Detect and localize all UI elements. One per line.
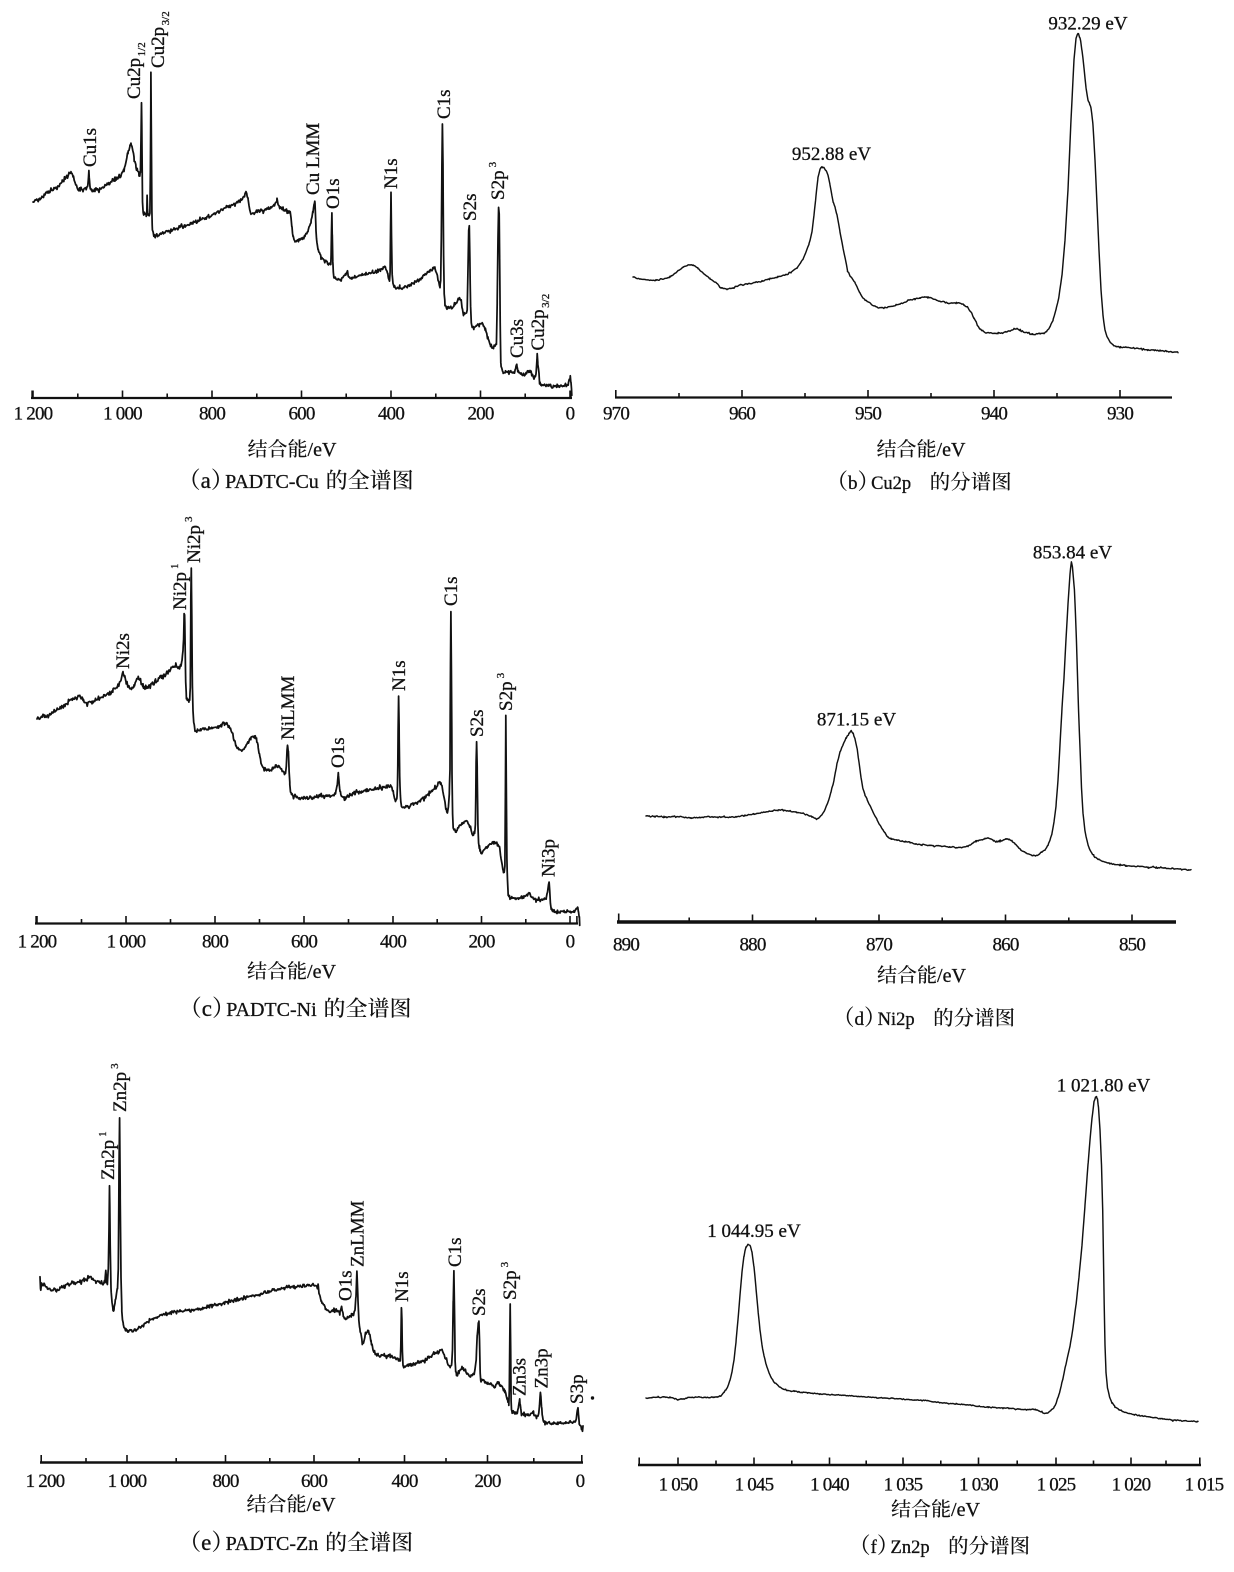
svg-text:930: 930 — [1107, 404, 1133, 425]
svg-text:/eV: /eV — [937, 965, 966, 987]
svg-text:b: b — [848, 473, 858, 494]
svg-text:O1s: O1s — [323, 178, 344, 209]
svg-text:Ni3p: Ni3p — [539, 839, 560, 877]
svg-text:Ni2s: Ni2s — [113, 633, 134, 669]
svg-text:1 200: 1 200 — [18, 932, 57, 953]
svg-text:0: 0 — [566, 932, 575, 953]
svg-text:600: 600 — [291, 932, 317, 953]
svg-text:PADTC-Ni: PADTC-Ni — [226, 999, 317, 1021]
svg-text:800: 800 — [199, 404, 225, 425]
svg-text:S3p: S3p — [567, 1374, 588, 1404]
svg-text:1 020: 1 020 — [1112, 1475, 1151, 1496]
svg-text:c: c — [202, 996, 212, 1021]
svg-text:Ni2p1: Ni2p1 — [169, 564, 191, 611]
svg-text:PADTC-Zn: PADTC-Zn — [226, 1533, 319, 1555]
svg-text:850: 850 — [1119, 935, 1145, 956]
svg-text:a: a — [201, 468, 211, 493]
svg-text:/eV: /eV — [937, 439, 966, 461]
svg-text:400: 400 — [391, 1471, 417, 1492]
svg-text:/eV: /eV — [308, 439, 337, 461]
svg-text:/eV: /eV — [951, 1499, 980, 1521]
svg-text:Cu2p: Cu2p — [871, 474, 911, 494]
svg-text:C1s: C1s — [441, 576, 462, 606]
svg-text:S2p3: S2p3 — [495, 672, 517, 711]
svg-text:S2s: S2s — [467, 710, 488, 737]
svg-text:S2s: S2s — [460, 194, 481, 221]
svg-text:PADTC-Cu: PADTC-Cu — [225, 471, 319, 493]
svg-text:400: 400 — [378, 404, 404, 425]
svg-text:O1s: O1s — [328, 737, 349, 768]
svg-text:Zn2p: Zn2p — [891, 1538, 930, 1558]
svg-text:1 015: 1 015 — [1185, 1475, 1224, 1496]
svg-text:0: 0 — [566, 404, 575, 425]
svg-text:f: f — [871, 1537, 878, 1558]
svg-text:940: 940 — [981, 404, 1007, 425]
svg-text:1 030: 1 030 — [959, 1475, 998, 1496]
svg-text:/eV: /eV — [307, 1494, 336, 1516]
svg-text:S2p3: S2p3 — [499, 1261, 521, 1300]
svg-text:ZnLMM: ZnLMM — [348, 1200, 369, 1267]
svg-text:Ni2p: Ni2p — [878, 1010, 915, 1030]
svg-text:Ni2p3: Ni2p3 — [183, 516, 205, 563]
svg-text:S2s: S2s — [469, 1289, 490, 1316]
svg-text:871.15 eV: 871.15 eV — [817, 710, 896, 731]
svg-text:1 050: 1 050 — [659, 1475, 698, 1496]
svg-text:870: 870 — [866, 935, 892, 956]
svg-text:C1s: C1s — [445, 1237, 466, 1267]
svg-text:/eV: /eV — [307, 961, 336, 983]
svg-text:1 021.80 eV: 1 021.80 eV — [1057, 1076, 1151, 1097]
svg-text:880: 880 — [739, 935, 765, 956]
svg-text:Zn3s: Zn3s — [510, 1358, 531, 1396]
svg-text:853.84 eV: 853.84 eV — [1033, 543, 1112, 564]
svg-text:200: 200 — [474, 1471, 500, 1492]
svg-text:Cu LMM: Cu LMM — [303, 123, 324, 195]
svg-text:O1s: O1s — [336, 1270, 357, 1301]
svg-text:890: 890 — [613, 935, 639, 956]
svg-text:e: e — [201, 1530, 211, 1555]
svg-text:N1s: N1s — [389, 660, 410, 691]
svg-text:Cu3s: Cu3s — [507, 319, 528, 358]
svg-text:1 040: 1 040 — [810, 1475, 849, 1496]
svg-text:200: 200 — [467, 404, 493, 425]
svg-text:0: 0 — [576, 1471, 585, 1492]
svg-text:N1s: N1s — [381, 158, 402, 189]
svg-text:1 045: 1 045 — [735, 1475, 774, 1496]
svg-text:952.88 eV: 952.88 eV — [792, 144, 871, 165]
svg-text:1 044.95 eV: 1 044.95 eV — [707, 1221, 801, 1242]
svg-text:S2p3: S2p3 — [487, 161, 509, 200]
svg-text:800: 800 — [212, 1471, 238, 1492]
svg-text:860: 860 — [992, 935, 1018, 956]
svg-text:400: 400 — [380, 932, 406, 953]
svg-text:C1s: C1s — [434, 89, 455, 119]
svg-text:800: 800 — [202, 932, 228, 953]
svg-text:932.29 eV: 932.29 eV — [1048, 14, 1127, 35]
svg-text:Zn2p1: Zn2p1 — [97, 1131, 119, 1180]
svg-text:960: 960 — [729, 404, 755, 425]
svg-text:1 000: 1 000 — [103, 404, 142, 425]
svg-text:d: d — [855, 1009, 865, 1030]
svg-text:600: 600 — [288, 404, 314, 425]
svg-text:Cu1s: Cu1s — [80, 128, 101, 167]
svg-text:1 000: 1 000 — [108, 1471, 147, 1492]
svg-text:600: 600 — [301, 1471, 327, 1492]
svg-text:1 035: 1 035 — [884, 1475, 923, 1496]
svg-text:1 200: 1 200 — [26, 1471, 65, 1492]
svg-text:N1s: N1s — [392, 1271, 413, 1302]
svg-text:970: 970 — [603, 404, 629, 425]
svg-text:Zn3p: Zn3p — [532, 1348, 553, 1388]
svg-text:Zn2p3: Zn2p3 — [109, 1063, 131, 1112]
svg-text:1 000: 1 000 — [107, 932, 146, 953]
svg-text:950: 950 — [855, 404, 881, 425]
svg-text:1 200: 1 200 — [14, 404, 53, 425]
svg-text:NiLMM: NiLMM — [278, 676, 299, 741]
svg-text:1 025: 1 025 — [1037, 1475, 1076, 1496]
svg-text:200: 200 — [468, 932, 494, 953]
